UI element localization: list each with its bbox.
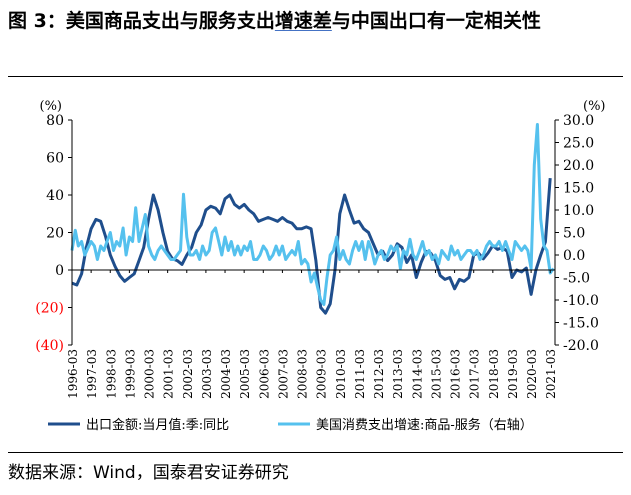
figure-title: 图 3：美国商品支出与服务支出增速差与中国出口有一定相关性 [8,4,623,38]
x-tick-label: 2015-03 [429,349,443,399]
source-note: 数据来源：Wind，国泰君安证券研究 [8,463,289,483]
x-tick-label: 2007-03 [276,349,290,399]
title-divider [8,76,623,77]
x-tick-label: 2009-03 [315,349,329,399]
x-axis: 1996-03 1997-03 1998-03 1999-03 2000-03 2001-… [66,269,558,399]
x-tick-label: 2008-03 [296,349,310,399]
x-tick-label: 1999-03 [123,349,137,399]
right-tick-label: 5.0 [563,226,585,242]
x-tick-label: 2014-03 [410,349,424,399]
series-line-2 [70,123,555,306]
left-tick-label: 60 [46,151,64,167]
left-axis-unit: (%) [40,99,63,114]
right-tick-label: 15.0 [563,181,594,197]
right-tick-label: 30.0 [563,113,594,129]
x-tick-label: 2019-03 [506,349,520,399]
right-tick-label: -5.0 [563,271,590,287]
x-tick-label: 2004-03 [219,349,233,399]
legend-label-1: 出口金额:当月值:季:同比 [86,417,229,433]
legend-label-2: 美国消费支出增速:商品-服务（右轴） [316,417,533,433]
right-axis: 30.0 25.0 20.0 15.0 10.0 5.0 0.0 -5.0 -10.0 -15.0… [554,99,606,354]
chart-lines [70,123,555,315]
figure-title-rest: 与中国出口有一定相关性 [331,10,541,32]
right-axis-unit: (%) [583,99,606,114]
x-tick-label: 2020-03 [525,349,539,399]
source-divider [8,452,623,453]
left-tick-label: 0 [55,263,64,279]
left-tick-label: 40 [46,188,64,204]
x-tick-label: 2018-03 [487,349,501,399]
right-tick-label: -20.0 [563,338,599,354]
x-tick-label: 2013-03 [391,349,405,399]
series-line-1 [71,177,552,315]
right-tick-label: 10.0 [563,203,594,219]
x-tick-label: 2011-03 [353,349,367,399]
x-tick-label: 2017-03 [468,349,482,399]
x-tick-label: 2003-03 [200,349,214,399]
line-chart: 80 60 40 20 0 (20) (40) (%) 30.0 25.0 20.0 15.0 10.… [35,99,606,433]
x-tick-label: 2010-03 [334,349,348,399]
left-tick-label: 80 [46,113,64,129]
x-tick-label: 1997-03 [85,349,99,399]
left-tick-label: 20 [46,226,64,242]
left-tick-label: (20) [35,301,64,317]
figure-title-highlight: 增速差 [274,10,332,32]
right-tick-label: -10.0 [563,293,599,309]
x-tick-label: 2012-03 [372,349,386,399]
right-tick-label: 25.0 [563,136,594,152]
left-axis: 80 60 40 20 0 (20) (40) (%) [35,99,73,354]
x-tick-label: 2002-03 [181,349,195,399]
legend: 出口金额:当月值:季:同比 美国消费支出增速:商品-服务（右轴） [48,417,533,433]
right-tick-label: -15.0 [563,316,599,332]
x-tick-label: 2005-03 [238,349,252,399]
figure-title-prefix: 图 3：美国商品支出与服务支出 [8,10,275,32]
x-tick-label: 1998-03 [104,349,118,399]
x-tick-label: 2016-03 [449,349,463,399]
x-tick-label: 2006-03 [257,349,271,399]
left-tick-label: (40) [35,338,64,354]
x-tick-label: 1996-03 [66,349,80,399]
x-tick-label: 2000-03 [143,349,157,399]
x-tick-label: 2021-03 [544,349,558,399]
x-tick-label: 2001-03 [162,349,176,399]
right-tick-label: 20.0 [563,158,594,174]
right-tick-label: 0.0 [563,248,585,264]
